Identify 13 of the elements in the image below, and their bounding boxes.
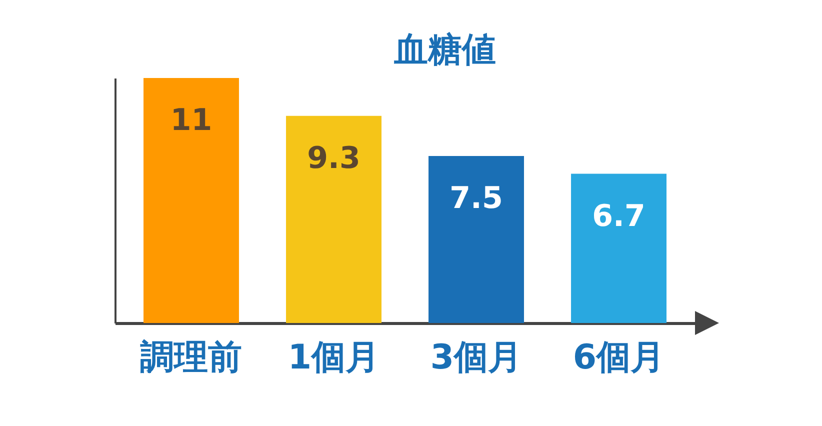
bar — [571, 174, 666, 323]
x-tick-label: 調理前 — [140, 338, 242, 378]
data-label: 11 — [170, 103, 212, 138]
bar — [428, 156, 524, 323]
bar — [144, 78, 239, 323]
x-tick-label: 1個月 — [288, 338, 380, 378]
bar — [286, 116, 382, 323]
x-tick-label: 6個月 — [572, 338, 665, 378]
x-tick-label: 3個月 — [430, 338, 522, 378]
chart-title: 血糖値 — [393, 30, 496, 70]
data-label: 6.7 — [592, 198, 646, 234]
data-label: 7.5 — [450, 180, 503, 216]
data-label: 9.3 — [307, 140, 360, 176]
